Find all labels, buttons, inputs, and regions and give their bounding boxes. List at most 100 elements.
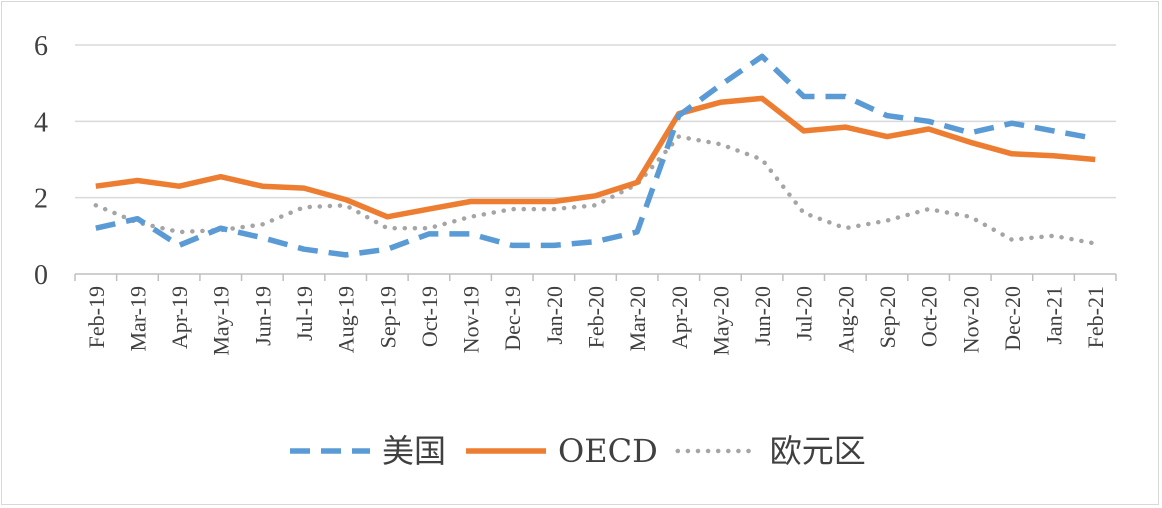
data-point — [1010, 121, 1014, 125]
data-point — [1093, 158, 1097, 162]
data-point — [594, 240, 598, 244]
data-point — [802, 129, 806, 133]
x-tick-label: Aug-19 — [334, 286, 359, 353]
data-point — [677, 114, 681, 118]
data-point — [885, 114, 889, 118]
data-point — [510, 207, 514, 211]
data-point — [260, 236, 264, 240]
data-point — [885, 219, 889, 223]
data-point — [219, 226, 223, 230]
x-tick-label: Jun-19 — [250, 286, 275, 346]
data-point — [1052, 129, 1056, 133]
data-point — [427, 226, 431, 230]
x-tick-label: Mar-20 — [625, 286, 650, 352]
x-tick-label: Jul-19 — [292, 286, 317, 341]
data-point — [760, 96, 764, 100]
x-tick-label: Mar-19 — [125, 286, 150, 352]
y-axis-ticks: 0 2 4 6 — [34, 31, 48, 291]
x-tick-label: Aug-20 — [833, 286, 858, 353]
data-point — [344, 253, 348, 257]
data-point — [469, 199, 473, 203]
y-tick-label: 2 — [34, 184, 48, 215]
data-point — [469, 215, 473, 219]
data-point — [469, 232, 473, 236]
data-point — [968, 140, 972, 144]
data-point — [219, 175, 223, 179]
data-point — [1010, 152, 1014, 156]
data-point — [135, 217, 139, 221]
data-point — [302, 186, 306, 190]
legend: 美国 OECD 欧元区 — [290, 432, 866, 470]
x-tick-label: Nov-20 — [958, 286, 983, 353]
data-point — [177, 184, 181, 188]
data-point — [94, 226, 98, 230]
data-point — [927, 119, 931, 123]
x-tick-label: Jul-20 — [792, 286, 817, 341]
data-point — [635, 180, 639, 184]
data-point — [968, 131, 972, 135]
data-point — [1093, 241, 1097, 245]
series-line-0 — [95, 53, 1096, 258]
data-point — [635, 230, 639, 234]
x-axis: Feb-19 Mar-19 Apr-19 May-19 Jun-19 Jul-19 Aug-… — [74, 274, 1117, 356]
data-point — [427, 232, 431, 236]
data-point — [1093, 137, 1097, 141]
data-point — [177, 230, 181, 234]
data-point — [802, 95, 806, 99]
data-point — [427, 207, 431, 211]
data-point — [927, 207, 931, 211]
data-point — [968, 215, 972, 219]
legend-label-0: 美国 — [382, 432, 446, 470]
data-point — [718, 83, 722, 87]
data-point — [302, 205, 306, 209]
x-tick-label: Apr-19 — [167, 286, 192, 349]
x-tick-label: Feb-21 — [1083, 286, 1108, 348]
data-point — [344, 203, 348, 207]
data-point — [677, 135, 681, 139]
data-point — [177, 243, 181, 247]
x-tick-label: May-20 — [708, 286, 733, 356]
x-tick-label: Oct-19 — [417, 286, 442, 347]
data-point — [385, 247, 389, 251]
x-tick-label: Jun-20 — [750, 286, 775, 346]
data-point — [385, 226, 389, 230]
data-point — [718, 142, 722, 146]
x-tick-label: Jan-20 — [542, 286, 567, 345]
data-point — [760, 158, 764, 162]
data-point — [385, 215, 389, 219]
data-point — [1010, 238, 1014, 242]
data-point — [885, 135, 889, 139]
x-tick-label: Feb-19 — [84, 286, 109, 348]
data-point — [94, 184, 98, 188]
data-point — [843, 95, 847, 99]
data-point — [344, 198, 348, 202]
x-tick-label: Nov-19 — [459, 286, 484, 353]
data-point — [260, 222, 264, 226]
data-point — [594, 194, 598, 198]
x-tick-label: May-19 — [209, 286, 234, 356]
x-tick-label: Dec-19 — [500, 286, 525, 351]
data-point — [302, 247, 306, 251]
y-tick-label: 4 — [34, 107, 48, 138]
x-tick-label: Dec-20 — [1000, 286, 1025, 351]
x-tick-label: Feb-20 — [584, 286, 609, 348]
series-line-1 — [95, 95, 1096, 220]
data-point — [1052, 234, 1056, 238]
data-point — [552, 199, 556, 203]
data-point — [718, 100, 722, 104]
data-point — [135, 178, 139, 182]
data-point — [260, 184, 264, 188]
x-tick-label: Jan-21 — [1042, 286, 1067, 345]
x-tick-label: Sep-19 — [375, 286, 400, 348]
series-line-2 — [93, 134, 1098, 246]
data-point — [760, 54, 764, 58]
data-point — [94, 203, 98, 207]
data-point — [802, 211, 806, 215]
data-point — [594, 203, 598, 207]
x-tick-label: Apr-20 — [667, 286, 692, 349]
data-point — [927, 127, 931, 131]
x-tick-label: Oct-20 — [917, 286, 942, 347]
data-point — [552, 243, 556, 247]
